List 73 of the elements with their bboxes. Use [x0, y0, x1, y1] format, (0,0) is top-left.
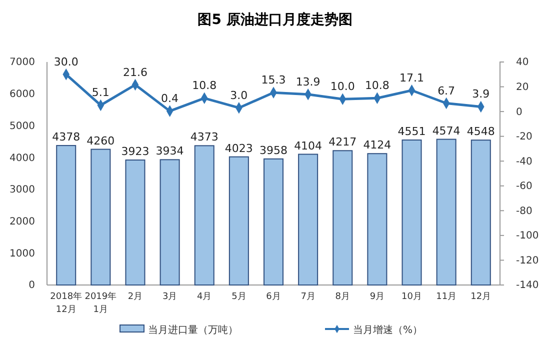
bar: [90, 148, 111, 286]
data-label: 3934: [156, 144, 184, 158]
legend-label: 当月进口量（万吨）: [148, 324, 238, 336]
y2-tick-label: 0: [516, 106, 522, 118]
y-tick-label: 5000: [10, 120, 35, 132]
data-label: 10.0: [330, 80, 355, 94]
data-label: 6.7: [438, 84, 456, 98]
data-label: 5.1: [92, 86, 110, 100]
y-tick-label: 7000: [10, 57, 35, 68]
data-label: 3923: [121, 145, 150, 158]
data-label: 15.3: [261, 74, 286, 87]
data-label: 21.6: [122, 66, 148, 79]
x-tick-label: 2018年 12月: [50, 291, 82, 315]
x-tick-label: 2019年 1月: [84, 291, 117, 315]
x-tick-label: 3月: [162, 292, 178, 302]
y2-tick-label: -140: [516, 280, 539, 292]
chart-title: 图5 原油进口月度走势图: [198, 11, 352, 28]
x-tick-label: 4月: [197, 292, 212, 302]
data-label: 4548: [466, 125, 495, 138]
y2-tick-label: 20: [516, 82, 529, 93]
legend-label: 当月增速（%）: [353, 324, 423, 336]
y2-tick-label: -120: [516, 255, 539, 266]
y2-tick-label: -100: [516, 230, 539, 242]
y2-tick-label: -20: [516, 132, 532, 143]
data-label: 4574: [432, 124, 460, 138]
bar: [125, 160, 146, 286]
y2-tick-label: -40: [516, 156, 532, 168]
bar: [228, 156, 249, 286]
data-label: 4104: [294, 139, 322, 152]
x-tick-label: 10月: [402, 292, 422, 302]
bar: [298, 154, 318, 286]
bar: [402, 140, 422, 286]
y2-tick-label: 40: [516, 57, 529, 68]
x-tick-label: 6月: [266, 292, 281, 302]
bar: [56, 145, 76, 286]
data-label: 17.1: [400, 71, 424, 84]
data-label: 13.9: [296, 75, 320, 88]
data-label: 4124: [363, 138, 392, 152]
bar: [367, 153, 388, 286]
y2-tick-label: -80: [516, 206, 532, 217]
x-tick-label: 8月: [335, 292, 350, 302]
data-label: 4260: [86, 134, 115, 148]
y-tick-label: 0: [28, 280, 35, 292]
bar: [332, 150, 353, 286]
x-tick-label: 9月: [370, 292, 385, 302]
y-tick-label: 3000: [10, 184, 35, 196]
bar: [436, 138, 456, 286]
data-label: 4217: [328, 136, 357, 149]
bar: [263, 158, 284, 286]
y-tick-label: 2000: [10, 216, 35, 228]
data-label: 3.9: [472, 88, 490, 101]
data-label: 0.4: [161, 92, 179, 106]
x-tick-label: 11月: [436, 292, 457, 302]
data-label: 4373: [190, 130, 218, 144]
data-label: 4023: [224, 142, 253, 155]
data-label: 10.8: [364, 79, 390, 92]
y2-tick-label: -60: [516, 181, 532, 192]
bar: [194, 145, 214, 286]
y-tick-label: 1000: [10, 248, 35, 260]
x-tick-label: 2月: [128, 292, 143, 302]
y-tick-label: 4000: [10, 152, 35, 164]
x-tick-label: 5月: [232, 292, 246, 302]
data-label: 3.0: [230, 88, 248, 102]
data-label: 4551: [398, 125, 426, 138]
data-label: 10.8: [192, 79, 217, 92]
bar: [160, 159, 180, 286]
data-label: 3958: [260, 144, 288, 157]
x-tick-label: 7月: [300, 292, 316, 302]
bar: [470, 140, 491, 286]
data-label: 30.0: [54, 55, 78, 68]
data-label: 4378: [52, 130, 80, 144]
x-tick-label: 12月: [470, 292, 492, 302]
y-tick-label: 6000: [10, 89, 35, 100]
